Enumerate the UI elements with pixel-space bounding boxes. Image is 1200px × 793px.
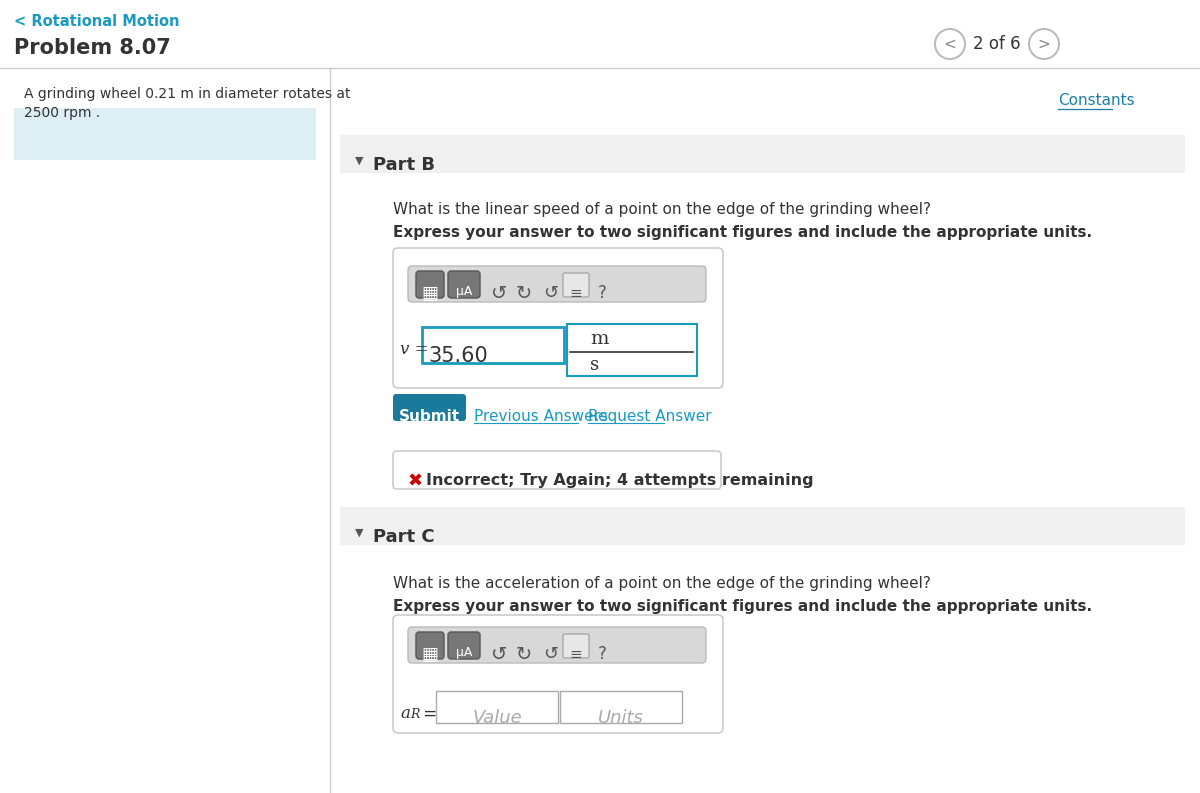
- FancyBboxPatch shape: [408, 627, 706, 663]
- Text: ▦: ▦: [421, 646, 438, 664]
- Text: Constants: Constants: [1058, 93, 1135, 108]
- Text: ≡: ≡: [570, 647, 582, 662]
- Text: 2 of 6: 2 of 6: [973, 35, 1021, 53]
- Text: ↻: ↻: [516, 645, 532, 664]
- FancyBboxPatch shape: [340, 135, 1186, 173]
- Text: ↺: ↺: [491, 645, 508, 664]
- Text: ↺: ↺: [544, 284, 558, 302]
- FancyBboxPatch shape: [560, 691, 682, 723]
- FancyBboxPatch shape: [448, 271, 480, 298]
- Text: ▼: ▼: [355, 528, 364, 538]
- Text: ▼: ▼: [355, 156, 364, 166]
- Text: A grinding wheel 0.21 m in diameter rotates at: A grinding wheel 0.21 m in diameter rota…: [24, 87, 350, 101]
- Text: v =: v =: [400, 341, 428, 358]
- Text: Submit: Submit: [398, 409, 460, 424]
- Text: 2500 rpm .: 2500 rpm .: [24, 106, 101, 120]
- Text: s: s: [590, 356, 599, 374]
- Text: ✖: ✖: [407, 473, 422, 491]
- FancyBboxPatch shape: [416, 271, 444, 298]
- Text: Previous Answers: Previous Answers: [474, 409, 608, 424]
- FancyBboxPatch shape: [408, 266, 706, 302]
- FancyBboxPatch shape: [394, 394, 466, 421]
- Text: 35.60: 35.60: [428, 346, 487, 366]
- Text: ↺: ↺: [491, 284, 508, 303]
- FancyBboxPatch shape: [563, 273, 589, 297]
- Text: Incorrect; Try Again; 4 attempts remaining: Incorrect; Try Again; 4 attempts remaini…: [426, 473, 814, 488]
- FancyBboxPatch shape: [394, 248, 722, 388]
- FancyBboxPatch shape: [563, 634, 589, 658]
- Text: ?: ?: [598, 645, 606, 663]
- Text: Problem 8.07: Problem 8.07: [14, 38, 170, 58]
- FancyBboxPatch shape: [416, 632, 444, 659]
- Text: a: a: [400, 705, 410, 722]
- Text: < Rotational Motion: < Rotational Motion: [14, 14, 180, 29]
- Circle shape: [1030, 29, 1060, 59]
- Text: ↻: ↻: [516, 284, 532, 303]
- Text: Express your answer to two significant figures and include the appropriate units: Express your answer to two significant f…: [394, 599, 1092, 614]
- FancyBboxPatch shape: [436, 691, 558, 723]
- FancyBboxPatch shape: [14, 108, 316, 160]
- Text: Units: Units: [598, 709, 644, 727]
- Text: ↺: ↺: [544, 645, 558, 663]
- Text: What is the acceleration of a point on the edge of the grinding wheel?: What is the acceleration of a point on t…: [394, 576, 931, 591]
- Text: ▦: ▦: [421, 285, 438, 303]
- FancyBboxPatch shape: [422, 327, 564, 363]
- Text: =: =: [418, 705, 437, 723]
- Text: m: m: [590, 330, 608, 348]
- Text: What is the linear speed of a point on the edge of the grinding wheel?: What is the linear speed of a point on t…: [394, 202, 931, 217]
- Text: Express your answer to two significant figures and include the appropriate units: Express your answer to two significant f…: [394, 225, 1092, 240]
- Text: ?: ?: [598, 284, 606, 302]
- Text: ≡: ≡: [570, 286, 582, 301]
- Circle shape: [935, 29, 965, 59]
- Text: Request Answer: Request Answer: [588, 409, 712, 424]
- Text: μA: μA: [456, 646, 472, 659]
- Text: Value: Value: [472, 709, 522, 727]
- Text: Part B: Part B: [373, 156, 436, 174]
- FancyBboxPatch shape: [394, 451, 721, 489]
- Text: μA: μA: [456, 285, 472, 298]
- FancyBboxPatch shape: [394, 615, 722, 733]
- Text: <: <: [943, 36, 956, 52]
- Text: Part C: Part C: [373, 528, 434, 546]
- FancyBboxPatch shape: [340, 507, 1186, 545]
- FancyBboxPatch shape: [448, 632, 480, 659]
- Text: >: >: [1038, 36, 1050, 52]
- Text: R: R: [410, 708, 419, 721]
- FancyBboxPatch shape: [568, 324, 697, 376]
